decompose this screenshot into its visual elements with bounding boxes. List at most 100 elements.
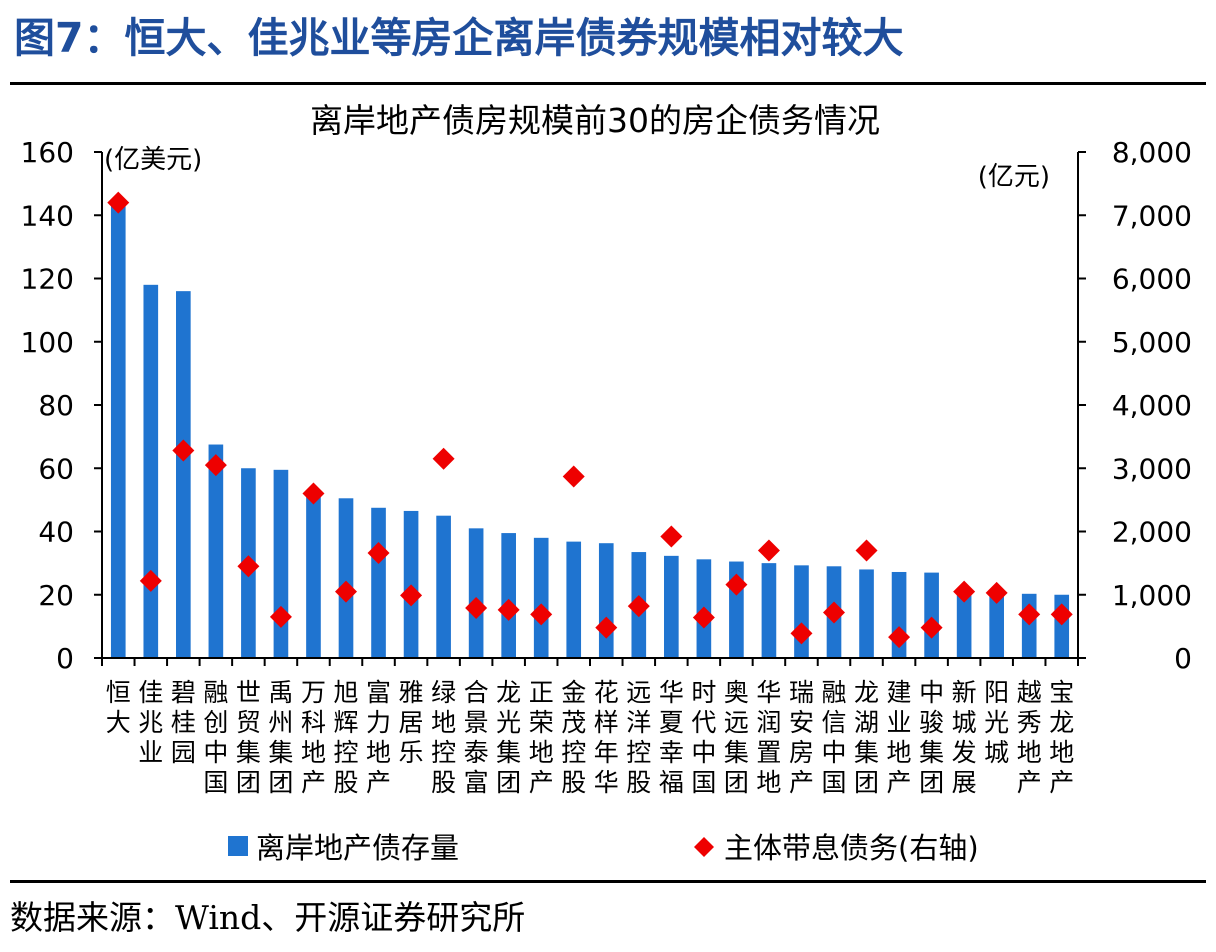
legend-bar-swatch xyxy=(228,836,248,856)
x-tick-label: 金茂控股 xyxy=(561,678,586,797)
bar xyxy=(371,507,386,658)
right-tick-label: 6,000 xyxy=(1112,263,1192,296)
diamond-point xyxy=(302,482,325,505)
diamond-point xyxy=(888,626,911,649)
diamond-point xyxy=(953,580,976,603)
legend-diamond-marker xyxy=(694,837,714,857)
bar xyxy=(273,469,289,658)
x-tick-label: 碧桂园 xyxy=(171,678,196,767)
diamond-point xyxy=(497,598,520,621)
bar xyxy=(306,493,321,658)
x-tick-label: 越秀地产 xyxy=(1017,678,1042,797)
diamond-point xyxy=(269,605,292,628)
left-tick-label: 0 xyxy=(56,642,74,675)
diamond-point xyxy=(139,569,162,592)
figure-title: 图7：恒大、佳兆业等房企离岸债券规模相对较大 xyxy=(14,14,904,62)
right-tick-label: 5,000 xyxy=(1112,326,1192,359)
bar xyxy=(956,590,972,658)
right-axis-unit: (亿元) xyxy=(978,162,1050,192)
x-tick-label: 华润置地 xyxy=(756,678,781,797)
diamond-point xyxy=(172,439,195,462)
x-tick-label: 花样年华 xyxy=(594,678,619,797)
x-tick-label: 龙光集团 xyxy=(496,678,521,797)
right-tick-label: 4,000 xyxy=(1112,389,1192,422)
bar xyxy=(989,591,1004,658)
diamond-point xyxy=(530,603,553,626)
right-tick-label: 8,000 xyxy=(1112,136,1192,169)
bar xyxy=(143,284,159,658)
x-tick-label: 时代中国 xyxy=(691,678,716,797)
diamond-point xyxy=(107,191,130,214)
diamond-point xyxy=(920,616,943,639)
diamond-point xyxy=(204,454,227,477)
x-tick-label: 万科地产 xyxy=(301,678,326,797)
x-tick-label: 宝龙地产 xyxy=(1049,678,1074,797)
diamond-point xyxy=(855,539,878,562)
left-tick-label: 60 xyxy=(38,452,74,485)
x-tick-label: 华夏幸福 xyxy=(659,678,684,797)
x-tick-label: 旭辉控股 xyxy=(333,678,358,797)
x-tick-label: 建业地产 xyxy=(887,678,912,797)
x-tick-label: 阳光城 xyxy=(984,678,1009,767)
bar xyxy=(598,543,614,658)
x-tick-label: 融创中国 xyxy=(203,678,228,797)
left-tick-label: 40 xyxy=(38,516,74,549)
x-tick-label: 世贸集团 xyxy=(236,678,261,797)
right-tick-label: 3,000 xyxy=(1112,452,1192,485)
x-tick-label: 绿地控股 xyxy=(431,678,456,797)
bar xyxy=(338,498,354,658)
right-tick-label: 1,000 xyxy=(1112,579,1192,612)
x-tick-label: 富力地产 xyxy=(366,678,391,797)
diamond-point xyxy=(660,525,683,548)
bar xyxy=(176,291,191,658)
left-tick-label: 140 xyxy=(21,199,74,232)
diamond-point xyxy=(432,447,455,470)
diamond-point xyxy=(562,465,585,488)
diamond-point xyxy=(692,606,715,629)
x-tick-label: 新城发展 xyxy=(952,678,977,797)
bar xyxy=(468,528,484,658)
right-ticks-layer: 0 1,000 2,000 3,000 4,000 5,000 6,000 7,000 8,00… xyxy=(1078,136,1192,675)
x-tick-label: 中骏集团 xyxy=(919,678,944,797)
x-labels-layer: 恒大佳兆业碧桂园融创中国世贸集团禹州集团万科地产旭辉控股富力地产雅居乐绿地控股合… xyxy=(106,678,1074,797)
diamond-point xyxy=(725,573,748,596)
legend: 离岸地产债存量 主体带息债务(右轴) xyxy=(228,831,979,865)
right-tick-label: 0 xyxy=(1174,642,1192,675)
source-note: 数据来源：Wind、开源证券研究所 xyxy=(10,898,526,937)
diamond-point xyxy=(335,580,357,603)
diamond-point xyxy=(757,539,780,562)
legend-bar-label: 离岸地产债存量 xyxy=(256,831,459,865)
bar xyxy=(208,444,224,658)
x-tick-label: 禹州集团 xyxy=(268,678,293,797)
diamond-point xyxy=(1050,603,1073,626)
diamond-point xyxy=(595,616,618,639)
left-ticks-layer: 0 20 40 60 80 100 120 140 160 xyxy=(21,136,102,675)
bar xyxy=(664,555,679,658)
diamond-point xyxy=(400,584,423,607)
bar xyxy=(533,537,549,658)
bar xyxy=(761,563,777,659)
bar xyxy=(924,572,939,658)
diamond-point xyxy=(790,622,813,645)
bar xyxy=(566,541,582,658)
diamond-point xyxy=(1018,603,1041,626)
left-tick-label: 100 xyxy=(21,326,74,359)
x-tick-label: 雅居乐 xyxy=(399,678,424,767)
diamond-point xyxy=(627,595,650,618)
left-tick-label: 20 xyxy=(38,579,74,612)
x-ticks-layer xyxy=(101,658,1079,666)
left-tick-label: 120 xyxy=(21,263,74,296)
left-tick-label: 160 xyxy=(21,136,74,169)
x-tick-label: 佳兆业 xyxy=(138,678,163,767)
left-axis-unit: (亿美元) xyxy=(104,145,202,175)
x-tick-label: 远洋控股 xyxy=(626,678,651,797)
x-tick-label: 正荣地产 xyxy=(529,678,554,797)
bottom-divider xyxy=(10,880,1206,883)
diamond-point xyxy=(465,597,488,620)
left-tick-label: 80 xyxy=(38,389,74,422)
x-tick-label: 恒大 xyxy=(106,678,131,737)
bar xyxy=(859,569,874,658)
x-tick-label: 瑞安房产 xyxy=(789,678,814,797)
x-tick-label: 融信中国 xyxy=(821,678,846,797)
